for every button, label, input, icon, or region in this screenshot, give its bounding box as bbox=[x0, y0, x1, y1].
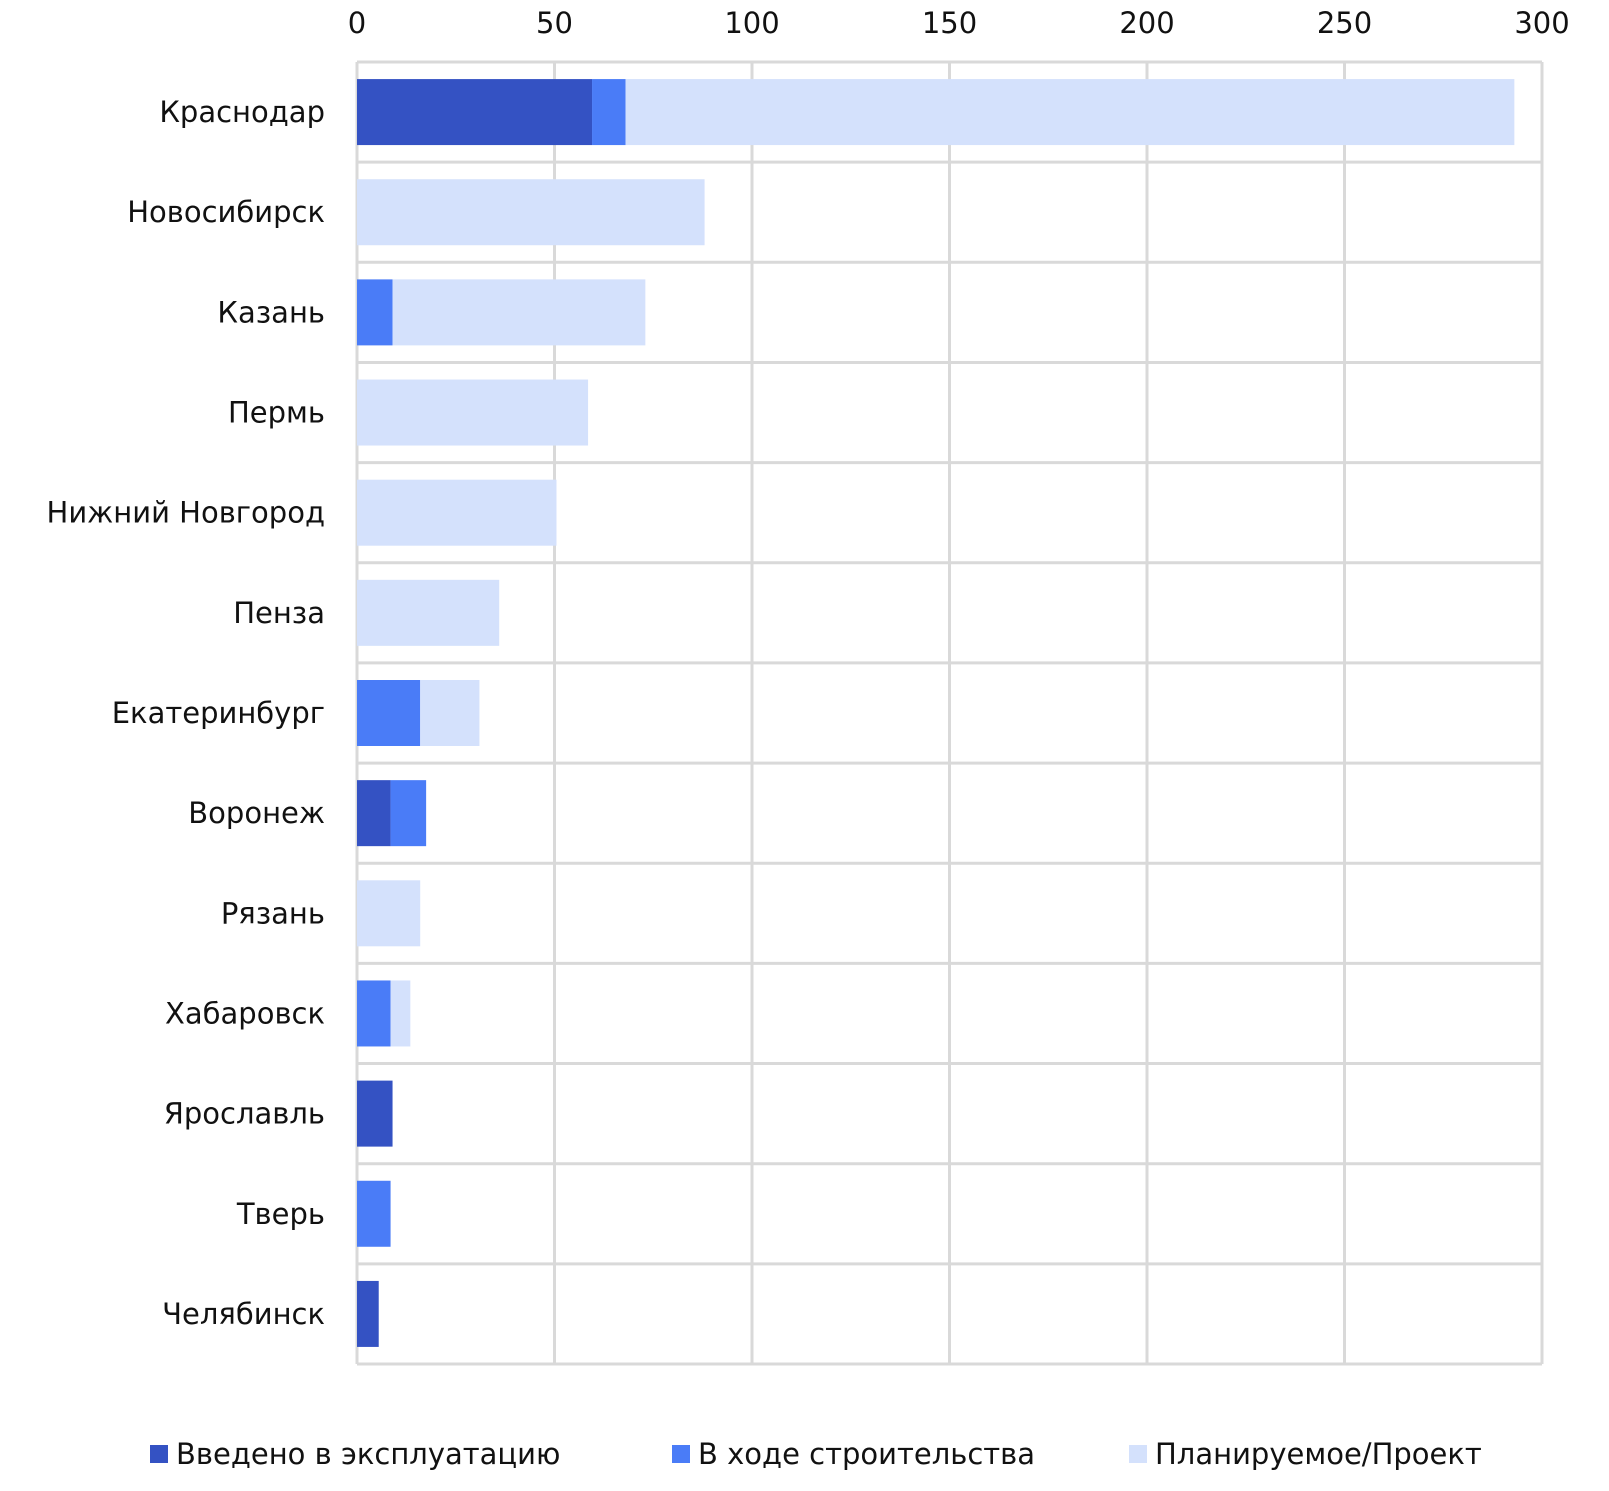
category-label: Екатеринбург bbox=[112, 696, 325, 730]
bar-segment bbox=[357, 279, 393, 346]
category-label: Челябинск bbox=[162, 1297, 325, 1331]
bar-segment bbox=[625, 79, 1515, 146]
category-label: Тверь bbox=[236, 1197, 325, 1231]
x-tick-label: 300 bbox=[1514, 6, 1569, 40]
legend-label: Введено в эксплуатацию bbox=[176, 1437, 560, 1471]
bar-segment bbox=[390, 780, 427, 847]
bar-segment bbox=[357, 79, 593, 146]
bar-segment bbox=[357, 1280, 379, 1347]
gridlines bbox=[355, 60, 1544, 1366]
category-labels: Краснодар Новосибирск Казань Пермь Нижний Но… bbox=[47, 95, 325, 1331]
legend-swatch bbox=[1129, 1445, 1147, 1463]
bar-segment bbox=[357, 980, 391, 1047]
bar-segment bbox=[357, 579, 500, 646]
x-tick-label: 0 bbox=[348, 6, 366, 40]
bar-segment bbox=[357, 880, 421, 947]
x-tick-label: 150 bbox=[922, 6, 977, 40]
legend-swatch bbox=[672, 1445, 690, 1463]
category-label: Пенза bbox=[233, 596, 325, 630]
legend-label: В ходе строительства bbox=[698, 1437, 1035, 1471]
bar-segment bbox=[390, 980, 411, 1047]
category-label: Воронеж bbox=[188, 796, 325, 830]
x-tick-label: 100 bbox=[724, 6, 779, 40]
category-label: Новосибирск bbox=[127, 195, 325, 229]
x-tick-label: 200 bbox=[1119, 6, 1174, 40]
category-label: Нижний Новгород bbox=[47, 496, 325, 530]
bars bbox=[357, 79, 1515, 1347]
bar-segment bbox=[357, 1180, 391, 1247]
bar-segment bbox=[357, 680, 421, 746]
legend: Введено в эксплуатацию В ходе строительст… bbox=[150, 1437, 1482, 1471]
category-label: Хабаровск bbox=[165, 996, 325, 1030]
x-tick-label: 50 bbox=[536, 6, 573, 40]
bar-segment bbox=[357, 179, 705, 246]
bar-segment bbox=[357, 379, 589, 446]
category-label: Ярославль bbox=[164, 1097, 325, 1131]
bar-segment bbox=[392, 279, 646, 346]
legend-swatch bbox=[150, 1445, 168, 1463]
bar-segment bbox=[592, 79, 626, 146]
bar-segment bbox=[420, 680, 480, 746]
bar-segment bbox=[357, 1080, 393, 1147]
legend-label: Планируемое/Проект bbox=[1155, 1437, 1482, 1471]
x-axis-ticks: 0 50 100 150 200 250 300 bbox=[348, 6, 1570, 40]
category-label: Рязань bbox=[221, 896, 325, 930]
x-tick-label: 250 bbox=[1317, 6, 1372, 40]
category-label: Краснодар bbox=[159, 95, 325, 129]
category-label: Казань bbox=[217, 295, 325, 329]
category-label: Пермь bbox=[228, 396, 325, 430]
bar-segment bbox=[357, 479, 557, 546]
bar-segment bbox=[357, 780, 391, 847]
